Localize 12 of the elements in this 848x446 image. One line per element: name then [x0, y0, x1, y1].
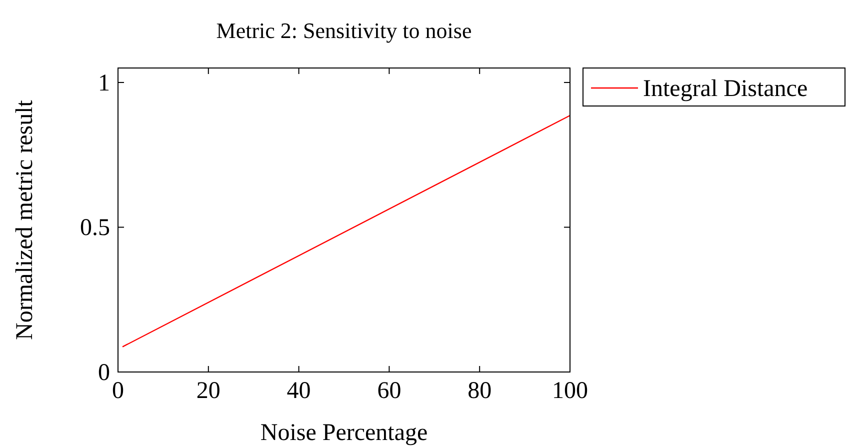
legend-label: Integral Distance — [643, 76, 808, 102]
x-tick-label: 40 — [286, 378, 311, 404]
x-tick-label: 100 — [552, 378, 588, 404]
y-tick-label: 0.5 — [80, 215, 110, 242]
y-axis-title: Normalized metric result — [12, 100, 38, 340]
y-tick-label: 0 — [98, 360, 110, 386]
x-axis-title: Noise Percentage — [260, 420, 428, 446]
y-tick-label: 1 — [98, 70, 110, 96]
x-tick-label: 60 — [377, 378, 402, 404]
x-tick-label: 80 — [468, 378, 492, 404]
x-tick-label: 20 — [196, 378, 220, 404]
chart-title: Metric 2: Sensitivity to noise — [216, 18, 472, 43]
